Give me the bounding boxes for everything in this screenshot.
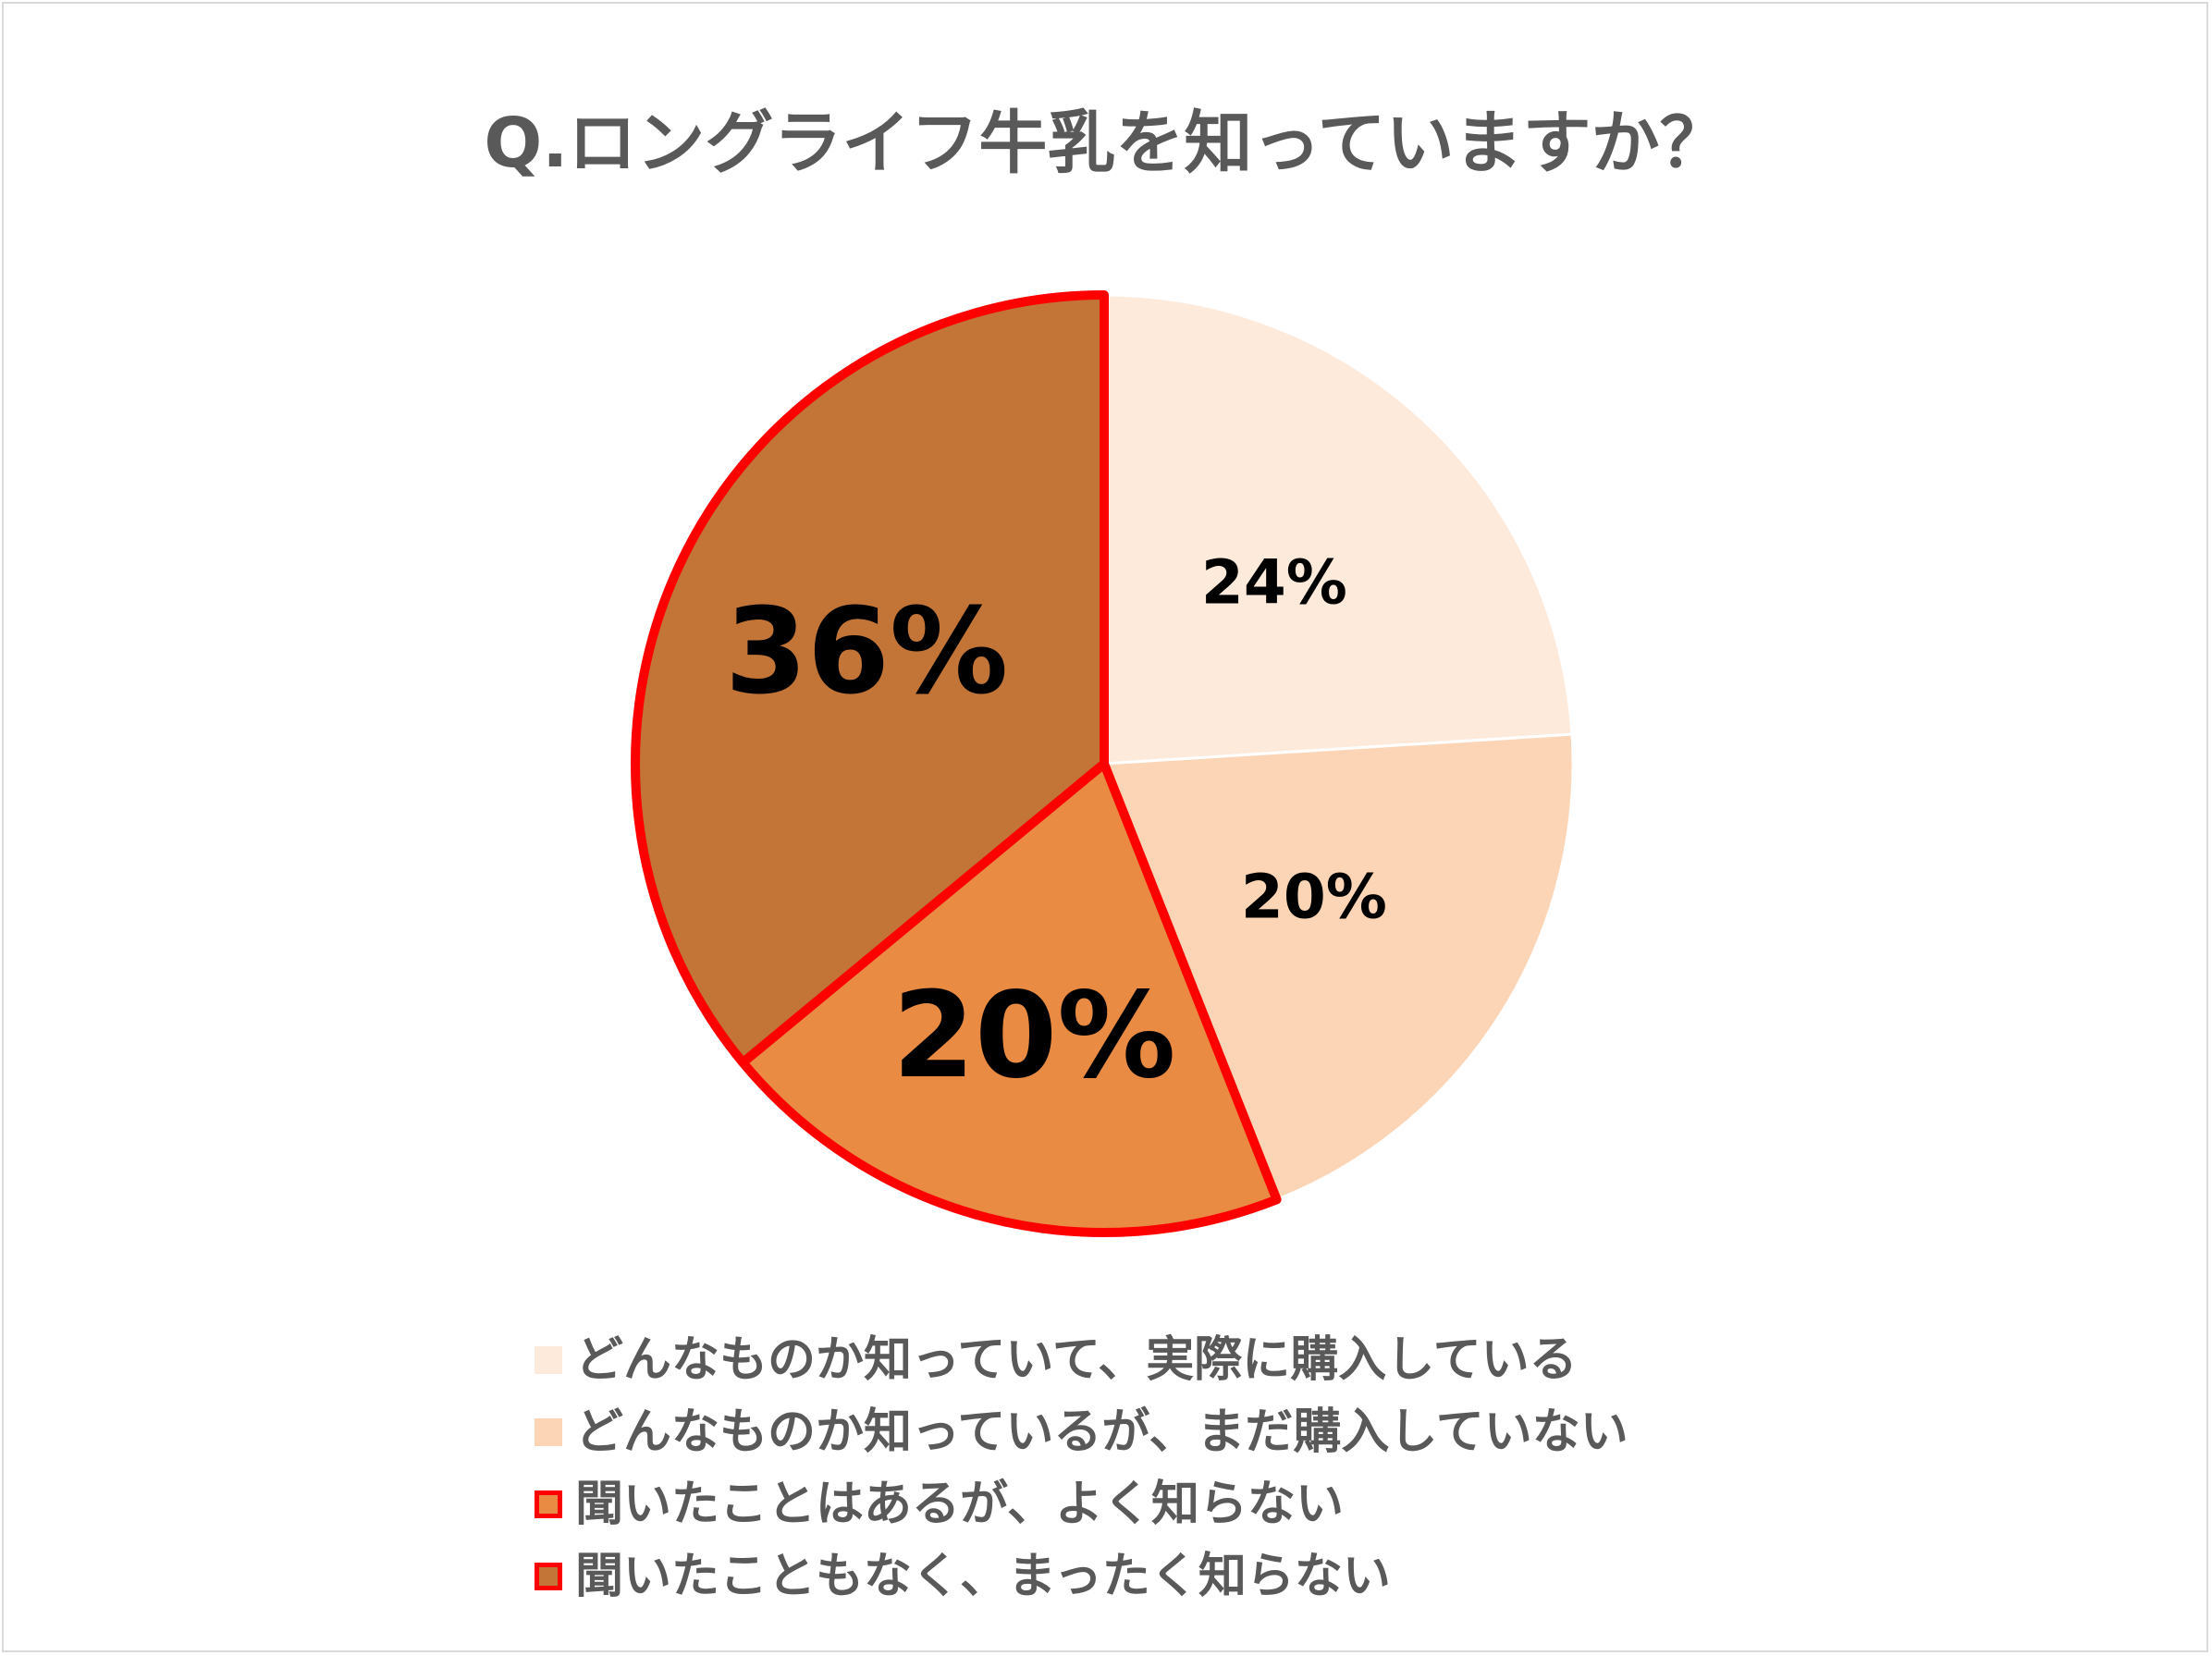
pie-highlight-outlines — [631, 290, 1282, 1237]
legend-item: 聞いたことはあるが、よく知らない — [535, 1468, 1628, 1540]
pie-slice — [1102, 293, 1574, 766]
legend-item: どんなものか知っていて、実際に購入している — [535, 1324, 1628, 1396]
pie-data-label: 20% — [1241, 862, 1387, 933]
pie-data-label: 36% — [725, 583, 1008, 721]
pie-slice — [1102, 732, 1575, 1201]
chart-title: Q.ロングライフ牛乳を知っていますか？ — [484, 104, 1728, 183]
legend-label: どんなものか知っていて、実際に購入している — [575, 1332, 1578, 1388]
pie-data-label: 20% — [892, 967, 1175, 1105]
legend-label: 聞いたことはあるが、よく知らない — [575, 1477, 1344, 1532]
legend-label: 聞いたこともなく、まったく知らない — [575, 1549, 1391, 1604]
legend: どんなものか知っていて、実際に購入している どんなものか知っているが、まだ購入し… — [535, 1324, 1628, 1613]
pie-data-label: 24% — [1201, 547, 1347, 619]
legend-label: どんなものか知っているが、まだ購入していない — [575, 1405, 1628, 1460]
pie-slices — [633, 293, 1575, 1234]
pie-data-labels: 24% 20% 20% 36% — [725, 547, 1387, 1106]
legend-item: どんなものか知っているが、まだ購入していない — [535, 1396, 1628, 1468]
legend-swatch-icon — [535, 1346, 562, 1374]
pie-slice-outline — [631, 290, 1109, 1068]
pie-slice-outline — [738, 759, 1282, 1237]
legend-swatch-icon — [535, 1563, 562, 1590]
legend-item: 聞いたこともなく、まったく知らない — [535, 1540, 1628, 1613]
legend-swatch-icon — [535, 1490, 562, 1518]
legend-swatch-icon — [535, 1418, 562, 1446]
